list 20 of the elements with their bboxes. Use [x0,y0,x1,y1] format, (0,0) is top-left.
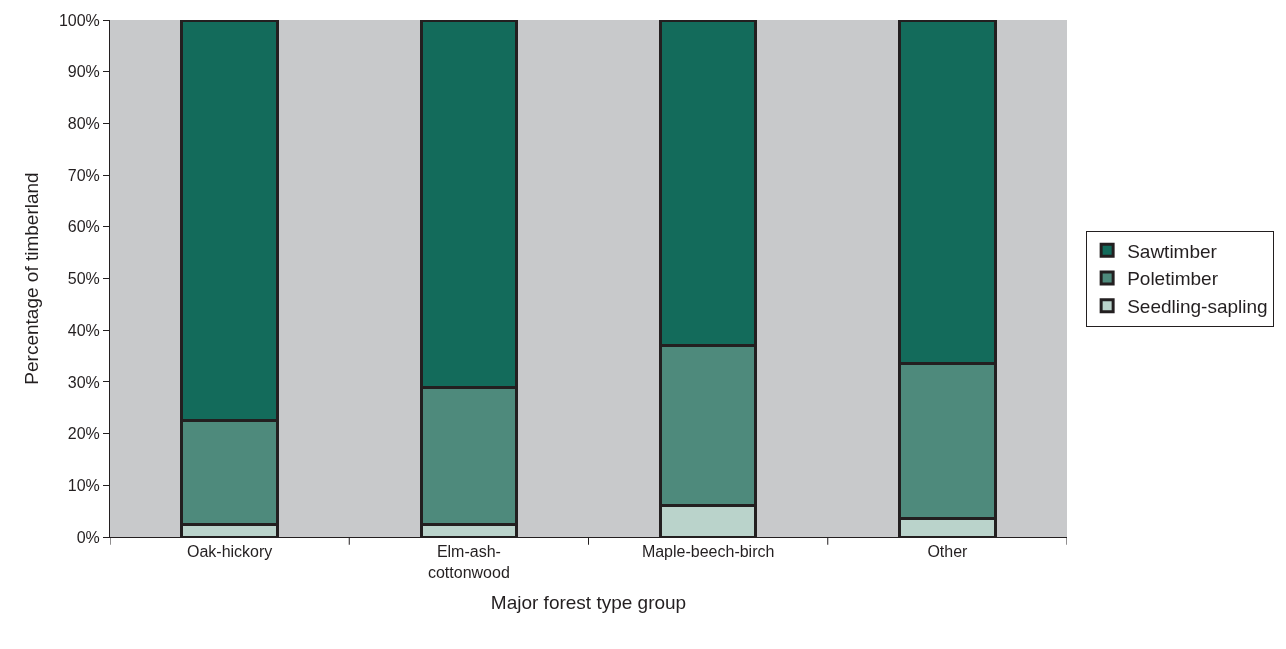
x-tick-label: Oak-hickory [186,543,273,561]
y-tick-label: 10% [67,476,100,494]
x-tick-label: Elm-ash- cottonwood [427,543,510,581]
y-axis-title: Percentage of timberland [20,172,42,385]
y-tick-label: 80% [67,115,100,132]
y-tick-label: 60% [67,218,100,236]
x-tick-label: Other [927,543,969,561]
legend-label: Seedling-sapling [1127,296,1268,318]
y-tick-label: 70% [67,166,100,184]
legend-label: Poletimber [1127,268,1219,290]
y-tick-label: 30% [67,373,100,391]
y-tick-label: 40% [67,321,100,339]
y-tick-label: 0% [76,528,100,546]
x-tick-label: Maple-beech-birch [641,543,775,561]
legend-label: Sawtimber [1127,240,1218,262]
y-tick-label: 50% [67,270,100,288]
y-tick-label: 90% [67,63,100,81]
x-axis-title: Major forest type group [490,591,687,613]
y-tick-label: 100% [58,11,100,29]
y-tick-label: 20% [67,425,100,443]
